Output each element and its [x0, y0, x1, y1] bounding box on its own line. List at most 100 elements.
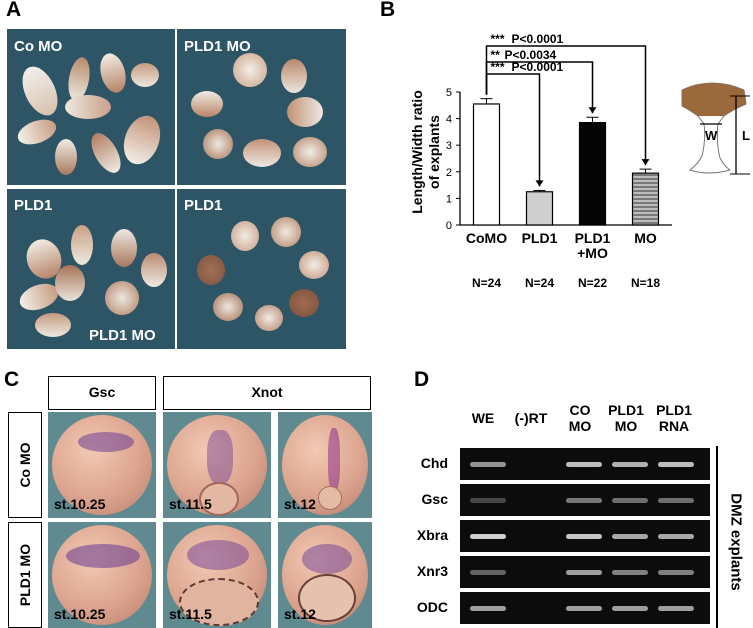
lane-label-text: PLD1 [656, 402, 692, 418]
gene-label: Gsc [421, 491, 448, 507]
y-axis-label: of explants [426, 115, 442, 189]
n-label: N=18 [631, 276, 660, 290]
y-tick-label: 3 [446, 140, 452, 152]
gel-band [470, 498, 506, 503]
gel-row-chd [460, 448, 710, 480]
photo-overlay-label: PLD1 MO [89, 327, 156, 344]
photo-pld1-mo: PLD1 MO [177, 29, 346, 185]
gel-band [612, 570, 648, 575]
significance-stars: *** [491, 32, 505, 46]
embryo-image: st.12 [278, 522, 372, 628]
gel-band [470, 462, 506, 467]
photo-label: Co MO [14, 38, 63, 55]
gel-band [470, 570, 506, 575]
significance-label: P<0.0001 [512, 60, 564, 74]
significance-label: P<0.0001 [512, 32, 564, 46]
embryo-image: st.11.5 [163, 522, 271, 628]
y-tick-label: 5 [446, 87, 452, 99]
x-tick-label: MO [634, 230, 657, 246]
row-header-label: Co MO [17, 442, 33, 488]
gel-band [658, 606, 694, 611]
significance-stars: ** [491, 48, 501, 62]
n-label: N=24 [472, 276, 501, 290]
gel-band [612, 462, 648, 467]
significance-arrowhead [588, 107, 597, 114]
gel-row-gsc [460, 484, 710, 516]
gel-row-xbra [460, 520, 710, 552]
y-tick-label: 4 [446, 114, 452, 126]
y-axis-label: Length/Width ratio [409, 90, 425, 214]
gene-label: Chd [420, 455, 448, 471]
gel-band [566, 498, 602, 503]
gene-label: Xbra [416, 527, 448, 543]
stage-label: st.10.25 [54, 496, 106, 512]
row-header-co-mo: Co MO [8, 412, 42, 518]
panel-label-a: A [6, 0, 22, 21]
photo-pld1: PLD1 [177, 189, 346, 349]
lane-label-text: PLD1 [608, 402, 644, 418]
lane-label-text: WE [471, 410, 495, 426]
column-header-gsc: Gsc [48, 376, 156, 410]
significance-arrowhead [535, 180, 544, 187]
bar [525, 191, 554, 226]
lane-label-pld1-mo: PLD1 MO [602, 402, 650, 434]
embryo-image: st.10.25 [48, 522, 156, 628]
photo-label: PLD1 [184, 197, 223, 214]
gel-band [612, 498, 648, 503]
panel-label-b: B [380, 0, 396, 21]
lane-label-text: (-)RT [514, 410, 548, 426]
gene-label: ODC [416, 599, 448, 615]
column-header-xnot: Xnot [163, 376, 371, 410]
gel-band [612, 606, 648, 611]
gel-band [566, 534, 602, 539]
lane-label-text: RNA [658, 418, 690, 434]
side-label-container: DMZ explants [724, 493, 748, 591]
gel-row-xnr3 [460, 556, 710, 588]
n-label: N=22 [578, 276, 607, 290]
lane-label-pld1-rna: PLD1 RNA [650, 402, 698, 434]
explant-cap [682, 83, 746, 116]
embryo-image: st.12 [278, 412, 372, 518]
gel-band [658, 462, 694, 467]
row-header-pld1-mo: PLD1 MO [8, 522, 42, 628]
lane-label-text: CO [569, 402, 591, 418]
stage-label: st.11.5 [169, 606, 212, 622]
gel-band [470, 534, 506, 539]
gel-band [612, 534, 648, 539]
lane-label-we: WE [462, 410, 504, 426]
gel-band [566, 606, 602, 611]
dmz-explants-label: DMZ explants [727, 493, 745, 591]
significance-arrowhead [641, 159, 650, 166]
gel-band [470, 606, 506, 611]
x-tick-label: CoMO [466, 230, 507, 246]
bar [631, 172, 660, 226]
lane-label-rt: (-)RT [508, 410, 554, 426]
photo-co-mo: Co MO [7, 29, 175, 185]
gel-band [658, 570, 694, 575]
panel-label-d: D [414, 368, 430, 391]
significance-bracket [485, 45, 647, 166]
x-tick-label: PLD1 [575, 230, 611, 246]
panel-label-c: C [4, 368, 20, 391]
lane-label-co-mo: CO MO [558, 402, 602, 434]
bar-chart: 012345CoMON=24PLD1N=24PLD1+MON=22MON=18*… [409, 32, 672, 290]
width-label: W [705, 128, 718, 143]
bar [578, 121, 607, 226]
lane-label-text: MO [568, 418, 592, 434]
bracket-line [716, 446, 718, 628]
gel-band [658, 498, 694, 503]
significance-label: P<0.0034 [505, 48, 557, 62]
photo-pld1-rescue: PLD1 PLD1 MO [7, 189, 175, 349]
row-header-label: PLD1 MO [17, 543, 33, 607]
stage-label: st.12 [284, 606, 316, 622]
photo-label: PLD1 MO [184, 38, 251, 55]
bar [472, 103, 501, 226]
stage-label: st.10.25 [54, 606, 106, 622]
embryo-image: st.10.25 [48, 412, 156, 518]
x-tick-label: PLD1 [522, 230, 558, 246]
y-tick-label: 0 [446, 220, 452, 232]
y-tick-label: 1 [446, 193, 452, 205]
gene-label: Xnr3 [416, 563, 448, 579]
gel-band [566, 570, 602, 575]
gel-band [566, 462, 602, 467]
